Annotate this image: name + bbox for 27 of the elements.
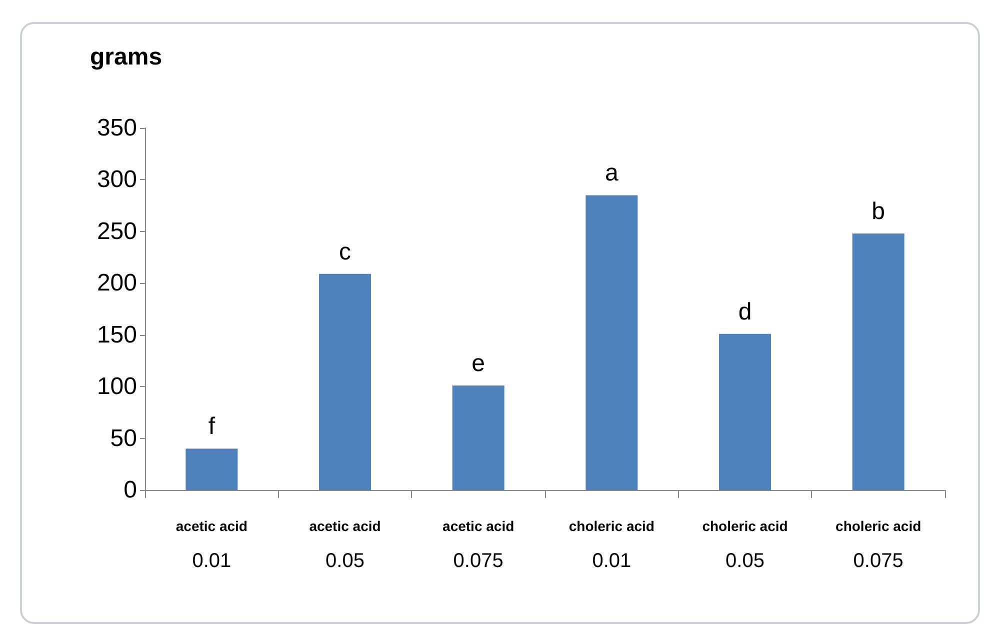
annotation: b bbox=[872, 198, 886, 225]
bar bbox=[319, 274, 371, 490]
annotation: a bbox=[604, 160, 619, 187]
x-tick-label: choleric acid 0.075 bbox=[836, 518, 922, 572]
y-tick-label: 250 bbox=[96, 218, 137, 245]
x-tick-label: choleric acid 0.05 bbox=[702, 518, 788, 572]
bar bbox=[586, 195, 638, 490]
annotation: f bbox=[208, 413, 216, 440]
x-tick-label: acetic acid 0.05 bbox=[309, 518, 381, 572]
annotation: e bbox=[472, 350, 486, 378]
x-tick-label: acetic acid 0.01 bbox=[176, 518, 248, 572]
annotation: d bbox=[738, 298, 752, 326]
bar bbox=[452, 386, 504, 490]
bar bbox=[719, 334, 771, 490]
y-tick-label: 0 bbox=[124, 476, 137, 504]
y-tick-label: 300 bbox=[96, 166, 137, 194]
y-tick-label: 50 bbox=[110, 424, 137, 452]
bar bbox=[186, 448, 238, 490]
y-axis-title: grams bbox=[90, 44, 162, 70]
y-tick-label: 150 bbox=[96, 321, 137, 348]
bar bbox=[852, 233, 904, 490]
annotation: c bbox=[339, 238, 351, 266]
x-tick-label: acetic acid 0.075 bbox=[442, 518, 514, 572]
y-tick-label: 350 bbox=[96, 114, 137, 142]
y-tick-label: 100 bbox=[96, 373, 137, 400]
x-tick-label: choleric acid 0.01 bbox=[568, 518, 654, 572]
y-tick-label: 200 bbox=[96, 270, 137, 297]
